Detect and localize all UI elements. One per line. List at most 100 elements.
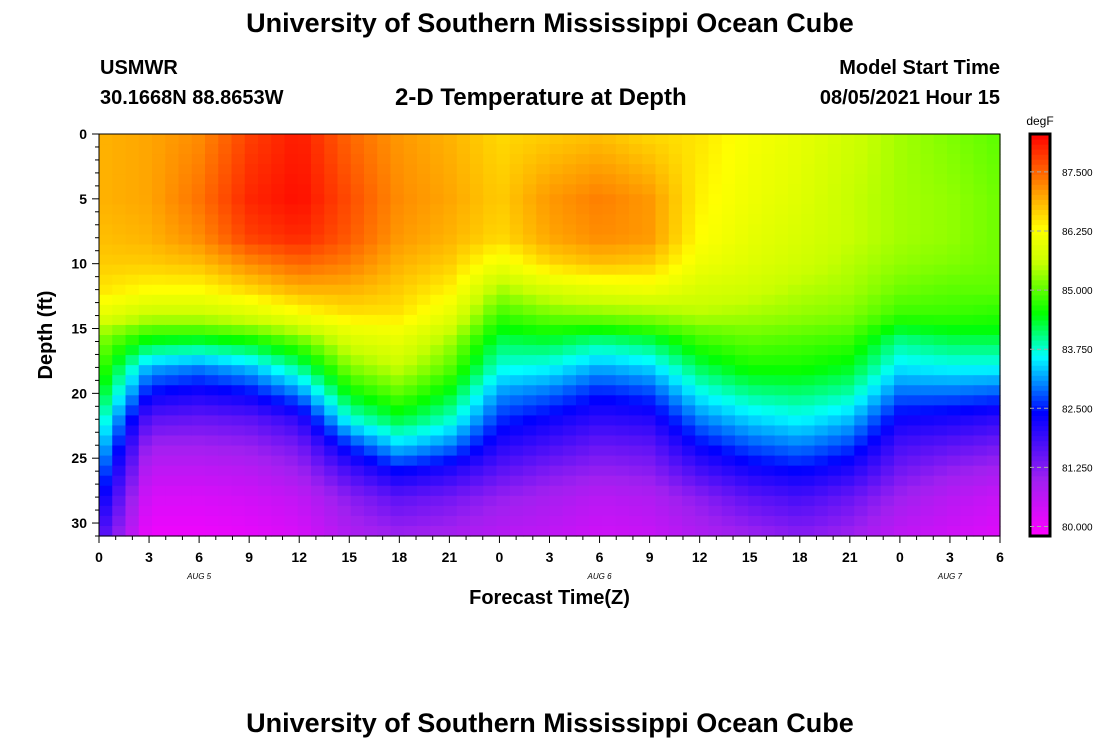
heatmap-cell: [576, 304, 590, 316]
heatmap-cell: [390, 475, 405, 487]
heatmap-cell: [668, 264, 683, 276]
heatmap-cell: [483, 365, 498, 376]
heatmap-cell: [841, 395, 855, 406]
heatmap-cell: [841, 365, 855, 376]
heatmap-cell: [536, 395, 551, 406]
heatmap-cell: [456, 485, 471, 497]
heatmap-cell: [629, 385, 643, 396]
heatmap-cell: [138, 234, 153, 246]
heatmap-cell: [682, 345, 696, 356]
heatmap-cell: [311, 515, 325, 527]
heatmap-cell: [774, 204, 789, 215]
heatmap-cell: [721, 495, 736, 507]
heatmap-cell: [933, 455, 948, 467]
heatmap-cell: [960, 164, 975, 175]
heatmap-cell: [178, 274, 193, 286]
heatmap-cell: [695, 214, 710, 226]
heatmap-cell: [788, 515, 802, 527]
heatmap-cell: [695, 355, 710, 366]
heatmap-cell: [721, 455, 736, 467]
heatmap-cell: [642, 174, 657, 185]
heatmap-cell: [337, 375, 352, 386]
heatmap-cell: [973, 395, 988, 406]
heatmap-cell: [178, 324, 193, 336]
heatmap-cell: [430, 194, 445, 205]
heatmap-cell: [774, 254, 789, 266]
heatmap-cell: [443, 395, 458, 406]
heatmap-cell: [907, 425, 922, 437]
heatmap-cell: [178, 405, 193, 416]
heatmap-cell: [165, 505, 180, 517]
heatmap-cell: [788, 385, 802, 396]
heatmap-cell: [894, 204, 908, 215]
heatmap-cell: [867, 134, 882, 145]
heatmap-cell: [735, 274, 749, 286]
heatmap-cell: [960, 284, 975, 296]
heatmap-cell: [841, 144, 855, 155]
colorbar-segment: [1030, 485, 1050, 492]
heatmap-cell: [549, 425, 564, 437]
heatmap-cell: [774, 304, 789, 316]
heatmap-cell: [748, 365, 763, 376]
colorbar-segment: [1030, 410, 1050, 417]
heatmap-cell: [112, 515, 127, 527]
heatmap-cell: [297, 254, 312, 266]
heatmap-cell: [284, 495, 299, 507]
heatmap-cell: [218, 234, 233, 246]
heatmap-cell: [536, 144, 551, 155]
heatmap-cell: [205, 244, 219, 256]
heatmap-cell: [284, 214, 299, 226]
heatmap-cell: [244, 375, 259, 386]
y-tick-label: 20: [71, 385, 87, 401]
heatmap-cell: [973, 425, 988, 437]
heatmap-cell: [496, 525, 511, 537]
heatmap-cell: [576, 234, 590, 246]
heatmap-cell: [894, 144, 908, 155]
heatmap-cell: [191, 154, 206, 165]
heatmap-cell: [244, 204, 259, 215]
heatmap-cell: [854, 134, 869, 145]
heatmap-cell: [947, 304, 961, 316]
heatmap-cell: [443, 445, 458, 457]
heatmap-cell: [960, 465, 975, 477]
heatmap-cell: [682, 274, 696, 286]
heatmap-cell: [112, 214, 127, 226]
heatmap-cell: [682, 134, 696, 145]
heatmap-cell: [324, 405, 339, 416]
heatmap-cell: [602, 395, 617, 406]
heatmap-cell: [615, 234, 630, 246]
heatmap-cell: [562, 134, 577, 145]
heatmap-cell: [960, 194, 975, 205]
heatmap-cell: [125, 495, 140, 507]
heatmap-cell: [708, 294, 723, 306]
heatmap-cell: [986, 244, 1001, 256]
heatmap-cell: [668, 505, 683, 517]
heatmap-cell: [682, 214, 696, 226]
heatmap-cell: [708, 445, 723, 457]
heatmap-cell: [284, 475, 299, 487]
heatmap-cell: [350, 355, 365, 366]
heatmap-cell: [99, 134, 113, 145]
heatmap-cell: [735, 234, 749, 246]
heatmap-cell: [152, 515, 166, 527]
heatmap-cell: [258, 264, 272, 276]
heatmap-cell: [165, 274, 180, 286]
heatmap-cell: [390, 395, 405, 406]
heatmap-cell: [138, 254, 153, 266]
colorbar-segment: [1030, 390, 1050, 396]
heatmap-cell: [364, 395, 378, 406]
heatmap-cell: [284, 244, 299, 256]
heatmap-cell: [470, 284, 484, 296]
heatmap-cell: [258, 365, 272, 376]
heatmap-cell: [165, 475, 180, 487]
heatmap-cell: [682, 455, 696, 467]
heatmap-cell: [761, 455, 776, 467]
heatmap-cell: [801, 304, 816, 316]
heatmap-cell: [205, 365, 219, 376]
heatmap-cell: [655, 144, 670, 155]
heatmap-cell: [894, 294, 908, 306]
heatmap-cell: [271, 204, 286, 215]
heatmap-cell: [920, 415, 935, 427]
heatmap-cell: [125, 475, 140, 487]
heatmap-cell: [708, 415, 723, 427]
